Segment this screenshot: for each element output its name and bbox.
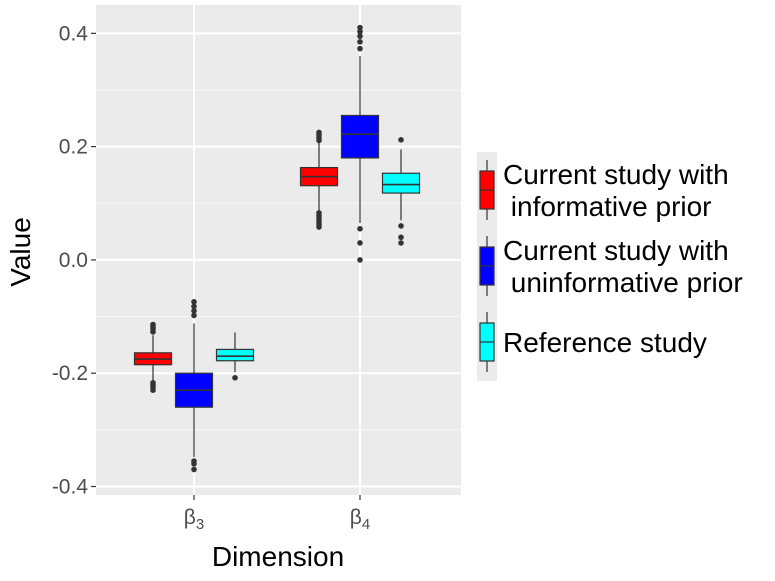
outlier-point <box>191 308 197 314</box>
x-tick-label: β4 <box>350 506 370 533</box>
y-tick-label: 0.4 <box>59 22 89 45</box>
outlier-point <box>150 321 156 328</box>
y-tick-label: -0.4 <box>52 476 89 499</box>
box-groups <box>133 24 421 473</box>
outlier-point <box>357 45 363 52</box>
y-tick-label: 0.2 <box>59 136 88 159</box>
outlier-point <box>398 234 404 241</box>
plot-panel <box>96 5 461 495</box>
box-2-β3 <box>174 299 214 473</box>
box-2-β4 <box>340 24 380 263</box>
outlier-point <box>357 257 363 263</box>
outlier-point <box>357 24 363 31</box>
outlier-point <box>357 33 363 39</box>
legend: Current study with informative prior Curr… <box>477 152 743 381</box>
outlier-point <box>191 312 197 319</box>
box-iqr <box>340 114 380 159</box>
outlier-point <box>191 466 197 473</box>
box-iqr <box>215 348 255 362</box>
legend-item: Current study with uninformative prior <box>479 235 743 298</box>
outlier-point <box>357 225 363 232</box>
outlier-point <box>316 129 322 136</box>
outlier-point <box>191 458 197 464</box>
outlier-point <box>191 303 197 310</box>
x-tick-label: β3 <box>184 506 204 533</box>
outlier-point <box>357 39 363 45</box>
y-tick-label: 0.0 <box>59 249 88 272</box>
outlier-point <box>398 240 404 246</box>
legend-label: Reference study <box>503 327 707 358</box>
outlier-point <box>232 374 238 381</box>
outlier-point <box>150 380 156 386</box>
box-3-β3 <box>215 332 255 381</box>
legend-label: Current study with uninformative prior <box>503 235 743 298</box>
legend-item: Reference study <box>479 312 707 372</box>
outlier-point <box>191 299 197 305</box>
outlier-point <box>398 223 404 229</box>
y-axis: -0.4 -0.2 0.0 0.2 0.4 <box>52 22 96 499</box>
x-axis: β3 β4 <box>184 495 370 533</box>
y-tick-label: -0.2 <box>52 362 88 385</box>
box-1-β4 <box>299 129 339 230</box>
y-axis-title: Value <box>5 217 36 287</box>
x-axis-title: Dimension <box>212 541 344 572</box>
box-3-β4 <box>381 137 421 246</box>
outlier-point <box>316 210 322 216</box>
outlier-point <box>398 137 404 143</box>
box-iqr <box>381 172 421 194</box>
legend-item: Current study with informative prior <box>479 159 729 222</box>
legend-label: Current study with informative prior <box>503 159 729 222</box>
outlier-point <box>357 28 363 35</box>
outlier-point <box>357 240 363 246</box>
box-1-β3 <box>133 321 173 394</box>
